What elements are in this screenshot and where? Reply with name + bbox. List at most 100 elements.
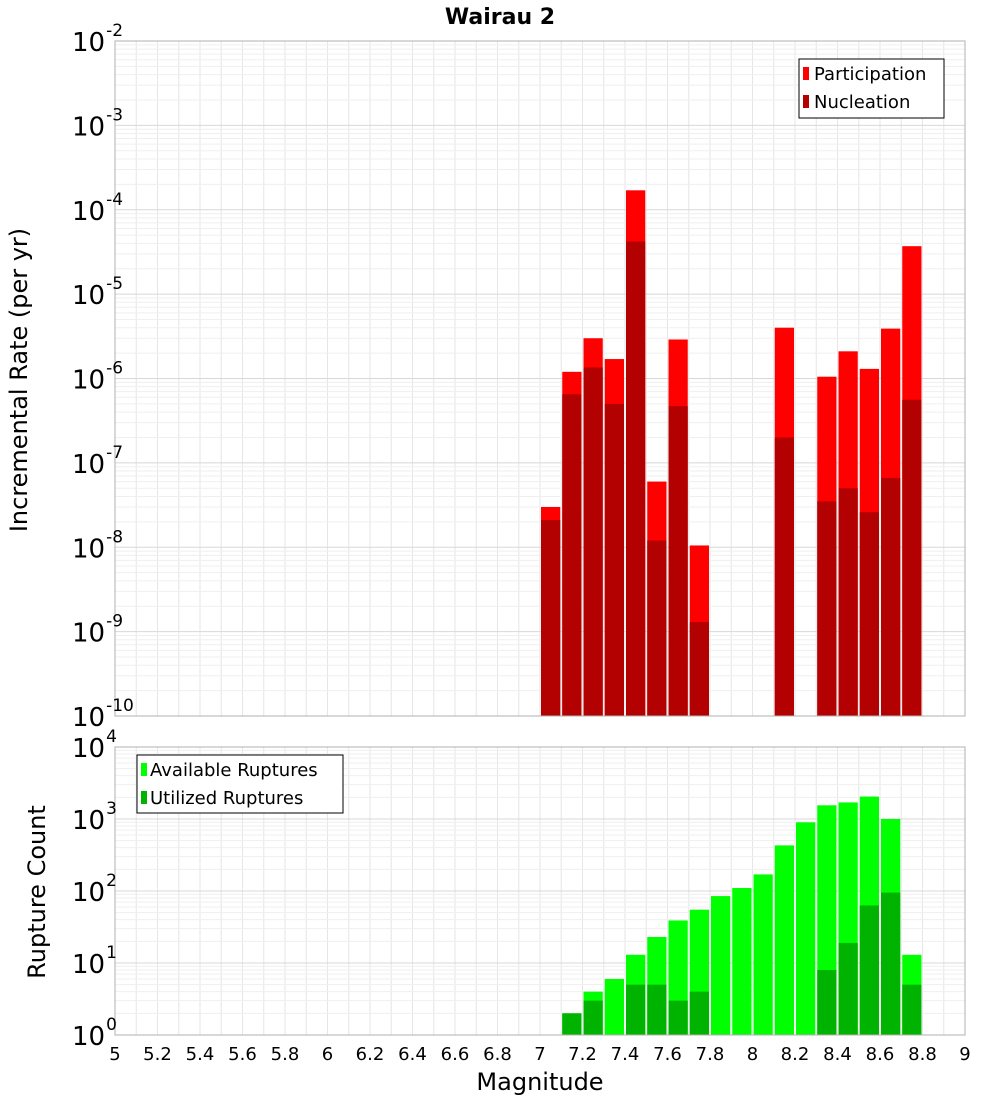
y-tick-label: 10-9 [72, 612, 123, 649]
bar-nucleation-7.45 [626, 241, 646, 717]
rate-legend-box [798, 58, 945, 119]
y-tick-exponent: -10 [106, 696, 134, 716]
y-tick-label: 10-10 [72, 696, 134, 733]
bar-nucleation-7.25 [583, 367, 603, 716]
legend-label-participation: Participation [814, 64, 926, 85]
legend-label-utilized: Utilized Ruptures [150, 788, 303, 809]
y-tick-exponent: -9 [106, 612, 123, 632]
x-tick-label: 8 [747, 1044, 758, 1065]
bar-nucleation-7.65 [668, 406, 688, 716]
bar-utilized-8.35 [817, 969, 837, 1035]
bar-nucleation-7.55 [647, 540, 667, 716]
bar-utilized-7.15 [562, 1013, 582, 1035]
count-plot-frame [114, 746, 966, 1036]
x-tick-label: 8.6 [866, 1044, 895, 1065]
x-tick-label: 7.2 [568, 1044, 597, 1065]
y-tick-label: 102 [72, 871, 117, 908]
y-tick-exponent: 0 [106, 1015, 117, 1035]
rate-plot-frame [114, 40, 966, 717]
count-y-axis-label: Rupture Count [23, 805, 51, 979]
y-tick-exponent: -5 [106, 274, 123, 294]
x-tick-label: 6.4 [398, 1044, 427, 1065]
rate-grid [114, 41, 966, 717]
x-tick-label: 5 [109, 1044, 120, 1065]
count-legend-box [136, 754, 344, 814]
bar-nucleation-8.45 [838, 488, 858, 716]
bar-utilized-7.65 [668, 1000, 688, 1035]
bar-available-7.35 [604, 978, 624, 1035]
bar-nucleation-8.55 [859, 512, 879, 716]
legend-swatch-available [141, 763, 147, 776]
legend-label-available: Available Ruptures [150, 760, 318, 781]
y-tick-exponent: 4 [106, 727, 117, 747]
bar-nucleation-7.75 [689, 622, 709, 716]
y-tick-label: 101 [72, 943, 117, 980]
x-tick-label: 7.8 [696, 1044, 725, 1065]
x-tick-label: 5.8 [271, 1044, 300, 1065]
x-tick-label: 5.2 [143, 1044, 172, 1065]
bar-utilized-8.55 [859, 905, 879, 1035]
bar-utilized-7.55 [647, 984, 667, 1035]
bar-utilized-8.45 [838, 942, 858, 1035]
bar-available-8.15 [774, 845, 794, 1035]
bar-nucleation-7.35 [604, 403, 624, 716]
y-tick-label: 103 [72, 799, 117, 836]
x-tick-label: 9 [959, 1044, 970, 1065]
y-tick-exponent: -8 [106, 527, 123, 547]
legend-label-nucleation: Nucleation [814, 92, 910, 113]
x-tick-label: 6.8 [483, 1044, 512, 1065]
x-tick-label: 7.6 [653, 1044, 682, 1065]
y-tick-exponent: -3 [106, 105, 123, 125]
bar-available-8.05 [753, 874, 773, 1035]
x-tick-label: 6 [322, 1044, 333, 1065]
count-bars [562, 796, 922, 1035]
y-tick-exponent: -7 [106, 443, 123, 463]
legend-swatch-nucleation [803, 95, 809, 108]
x-axis-label: Magnitude [476, 1068, 603, 1096]
y-tick-label: 104 [72, 727, 117, 764]
y-tick-exponent: 3 [106, 799, 117, 819]
x-tick-label: 8.2 [781, 1044, 810, 1065]
x-ticks: 5 5.2 5.4 5.6 5.8 6 6.2 6.4 6.6 6.8 7 7.2 7.4 7.6 7.8 8… [109, 1044, 970, 1065]
x-tick-label: 5.6 [228, 1044, 257, 1065]
x-tick-label: 8.4 [823, 1044, 852, 1065]
x-tick-label: 8.8 [908, 1044, 937, 1065]
rate-y-axis-label: Incremental Rate (per yr) [5, 228, 33, 532]
legend-swatch-participation [803, 67, 809, 80]
rate-legend: Participation Nucleation [798, 58, 945, 119]
y-tick-exponent: -4 [106, 190, 123, 210]
chart-title: Wairau 2 [445, 5, 555, 30]
x-tick-label: 7.4 [611, 1044, 640, 1065]
bar-utilized-7.25 [583, 1000, 603, 1035]
x-tick-label: 6.2 [356, 1044, 385, 1065]
y-tick-exponent: -2 [106, 21, 123, 41]
bar-available-7.95 [732, 888, 752, 1035]
bar-available-8.25 [796, 822, 816, 1035]
bar-utilized-8.65 [881, 892, 901, 1035]
bar-nucleation-8.15 [774, 437, 794, 716]
y-tick-exponent: 1 [106, 943, 117, 963]
x-tick-label: 5.4 [186, 1044, 215, 1065]
y-tick-exponent: -6 [106, 359, 123, 379]
bar-nucleation-7.15 [562, 394, 582, 716]
bar-utilized-8.75 [902, 984, 922, 1035]
bar-utilized-7.45 [626, 984, 646, 1035]
count-legend: Available Ruptures Utilized Ruptures [136, 754, 344, 814]
y-tick-label: 10-2 [72, 21, 123, 58]
legend-swatch-utilized [141, 791, 147, 804]
y-tick-exponent: 2 [106, 871, 117, 891]
bar-nucleation-8.75 [902, 399, 922, 716]
bar-available-7.85 [711, 896, 731, 1035]
bar-nucleation-7.05 [541, 520, 561, 716]
x-tick-label: 6.6 [441, 1044, 470, 1065]
bar-nucleation-8.35 [817, 501, 837, 716]
x-tick-label: 7 [534, 1044, 545, 1065]
bar-nucleation-8.65 [881, 478, 901, 716]
rate-bars [541, 190, 922, 717]
bar-utilized-7.75 [689, 991, 709, 1035]
